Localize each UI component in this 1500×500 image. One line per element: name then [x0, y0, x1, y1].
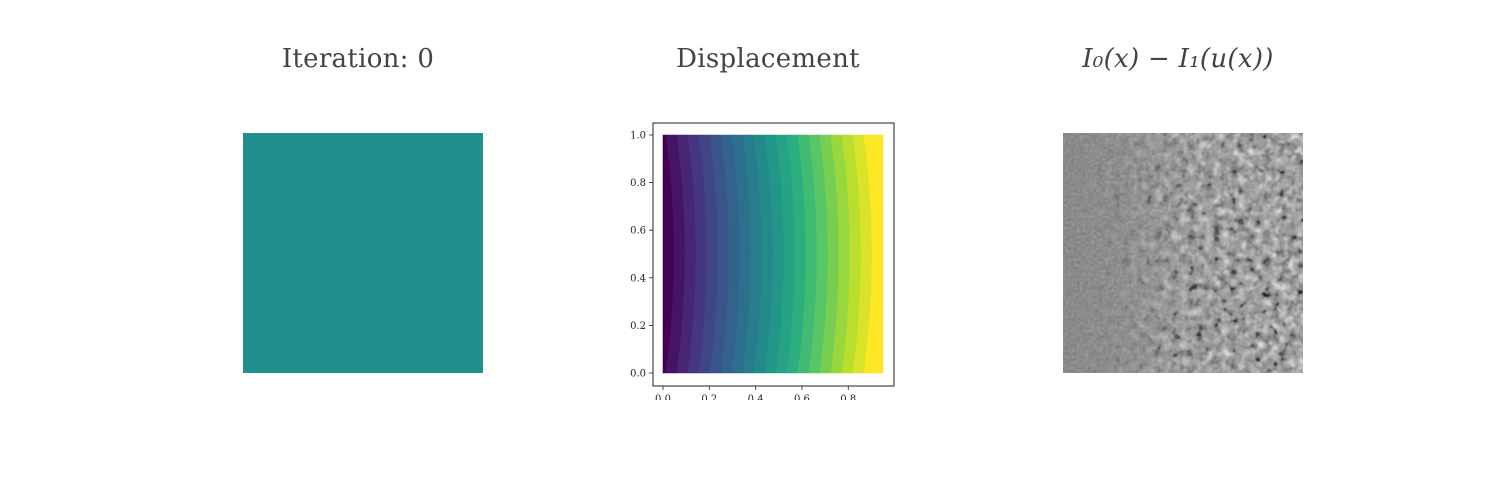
iteration-field-image [243, 133, 483, 373]
y-tick-label: 0.8 [630, 178, 646, 189]
x-tick-label: 0.2 [701, 394, 717, 400]
x-tick-label: 0.8 [840, 394, 856, 400]
y-tick-label: 0.0 [630, 369, 646, 380]
y-tick-label: 0.6 [630, 226, 646, 237]
contour-bands [662, 134, 884, 374]
iteration-title: Iteration: 0 [281, 44, 435, 74]
y-tick-label: 1.0 [630, 131, 646, 142]
difference-title: I₀(x) − I₁(u(x)) [1082, 44, 1274, 74]
displacement-title: Displacement [676, 44, 860, 74]
x-tick-label: 0.6 [794, 394, 810, 400]
y-tick-label: 0.4 [630, 273, 646, 284]
difference-image [1063, 133, 1303, 373]
x-axis-ticks: 0.0 0.2 0.4 0.6 0.8 [655, 386, 856, 400]
contour-band-19 [863, 134, 884, 374]
y-axis-ticks: 0.0 0.2 0.4 0.6 0.8 1.0 [630, 131, 653, 380]
displacement-contour-plot: 0.0 0.2 0.4 0.6 0.8 0.0 0.2 0.4 0.6 0.8 1.0 [630, 122, 895, 400]
y-tick-label: 0.2 [630, 321, 646, 332]
x-tick-label: 0.4 [748, 394, 764, 400]
x-tick-label: 0.0 [655, 394, 671, 400]
axes-frame [652, 122, 895, 387]
